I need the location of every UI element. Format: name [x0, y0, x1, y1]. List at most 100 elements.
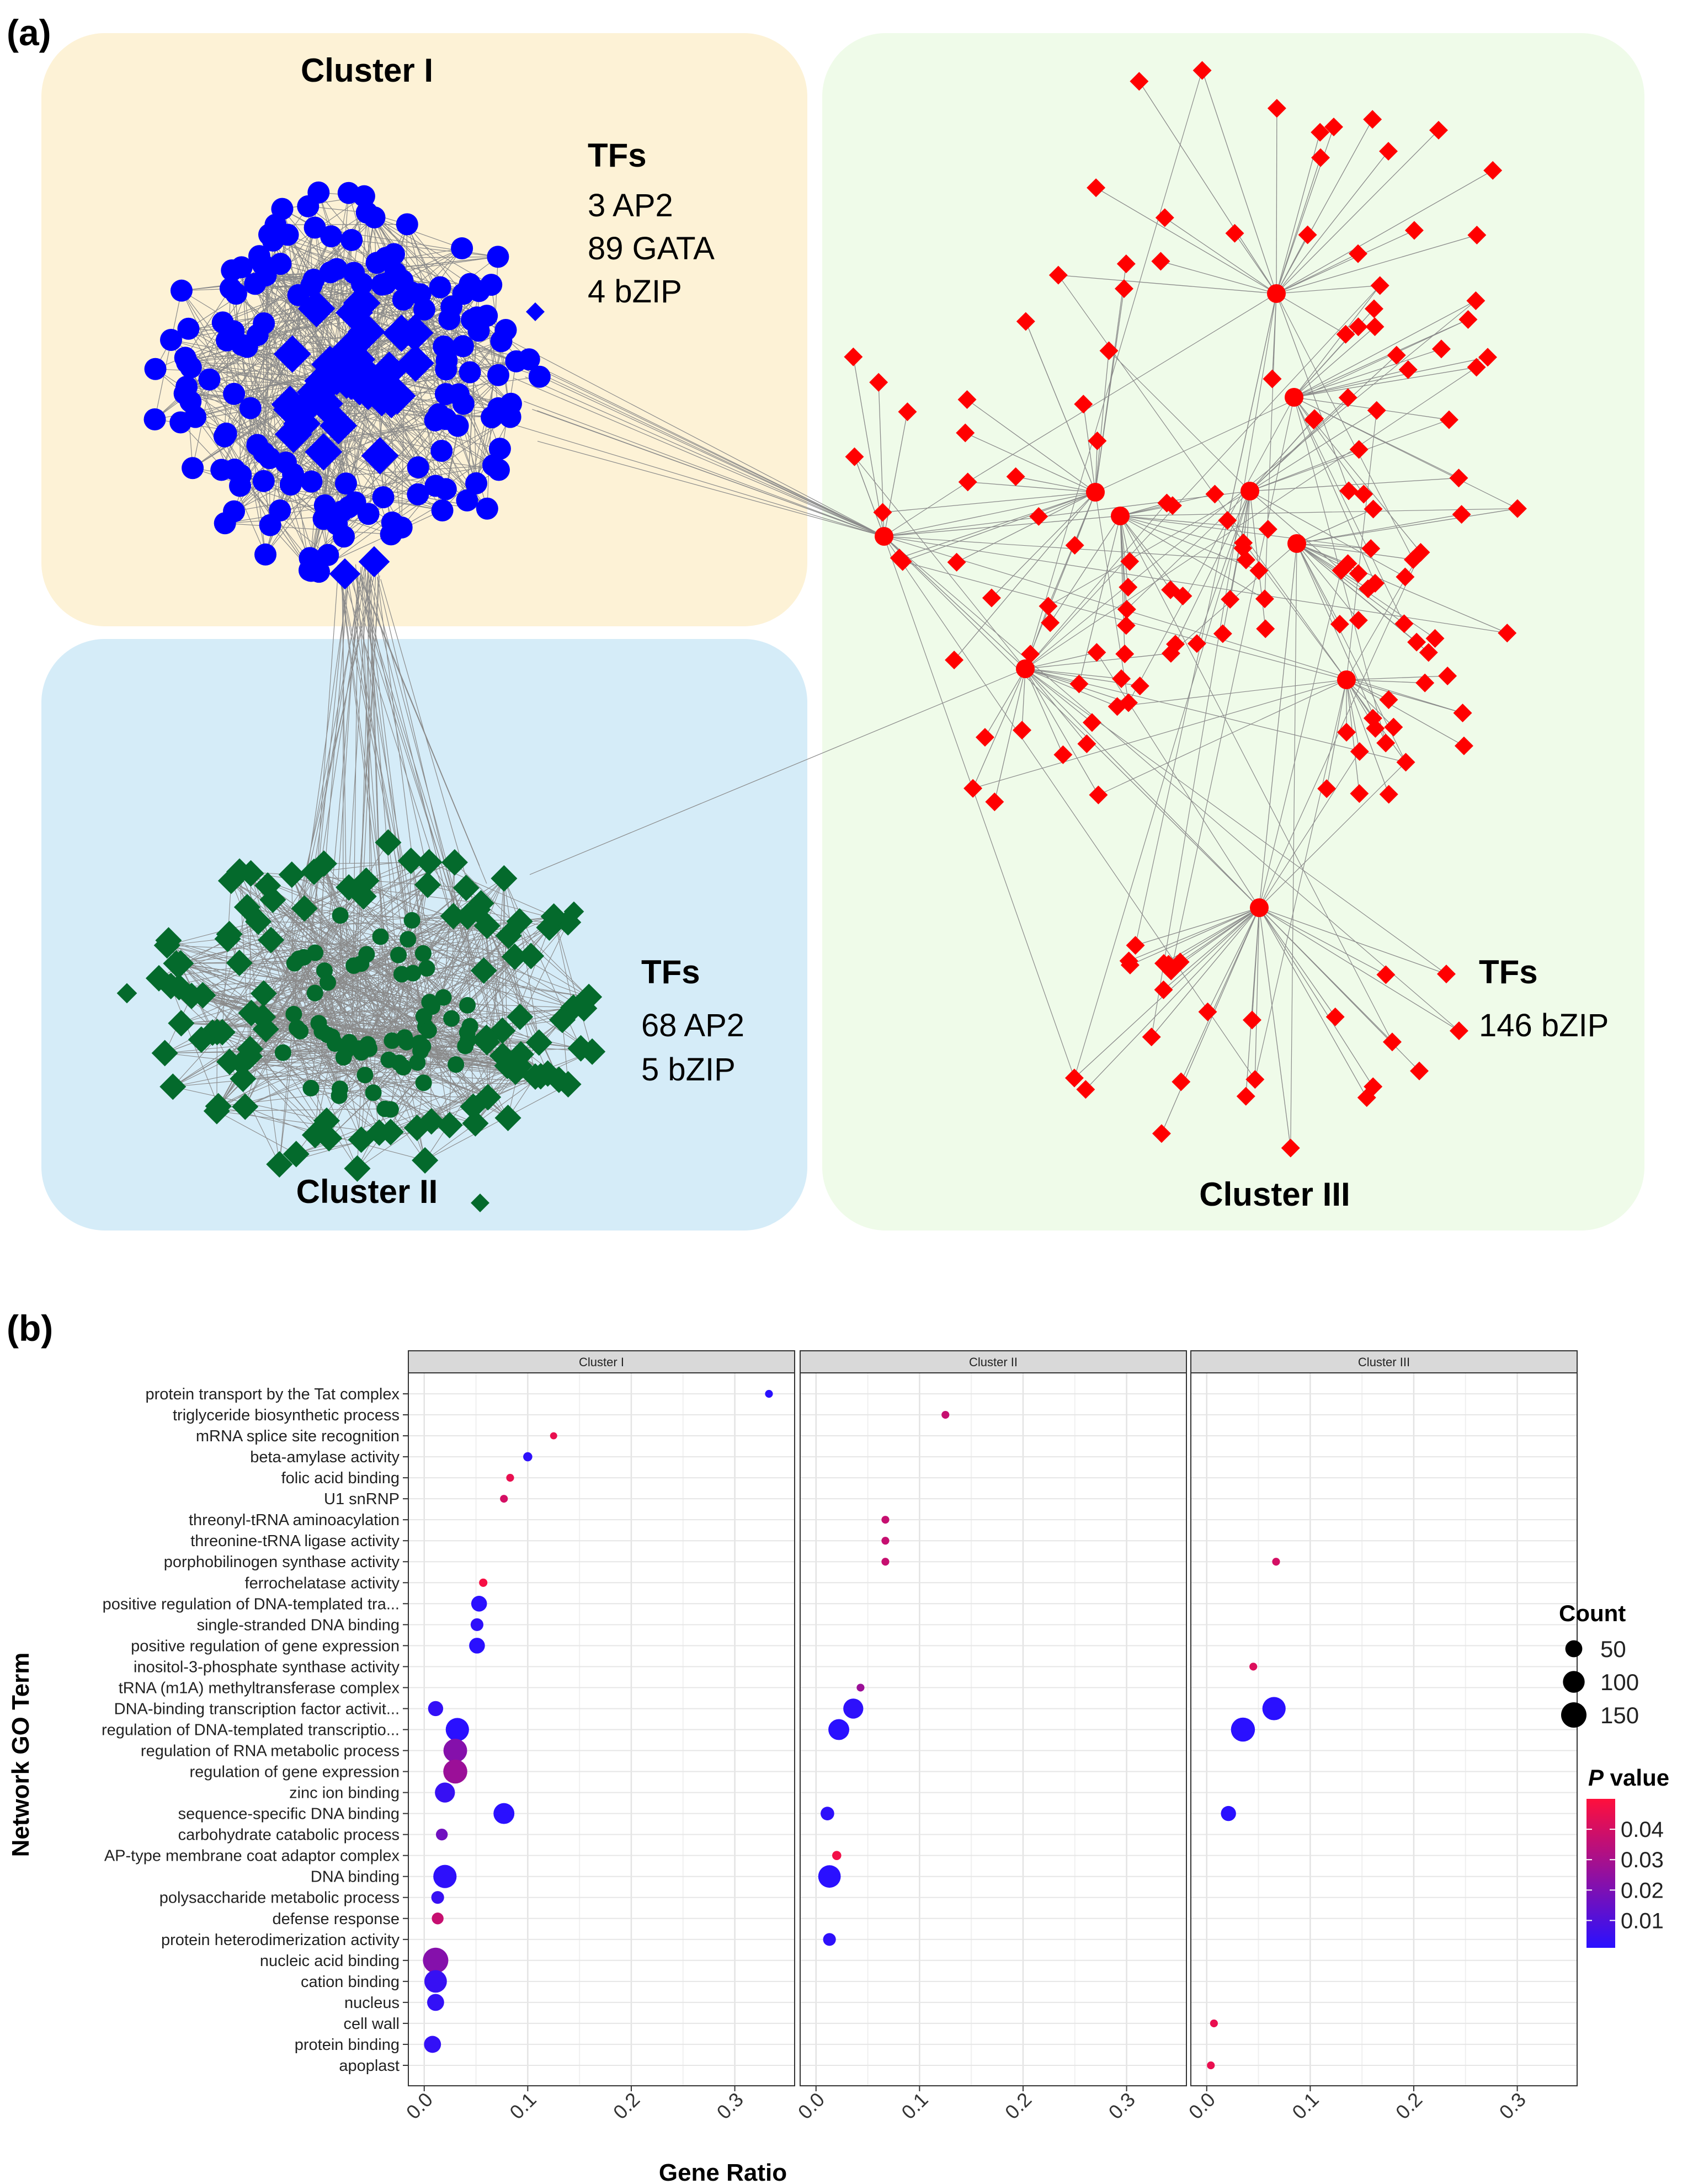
network-edge [1296, 543, 1340, 625]
network-node [459, 997, 476, 1014]
network-edge [212, 907, 248, 1033]
network-node [331, 1087, 348, 1104]
network-edge [1293, 326, 1375, 398]
x-tick-label: 0.2 [609, 2088, 644, 2123]
network-edge [1346, 679, 1463, 713]
network-edge [487, 925, 560, 1080]
network-edge [467, 922, 568, 1040]
network-edge [1201, 70, 1277, 294]
network-node [1039, 596, 1058, 616]
network-node [1350, 784, 1369, 803]
network-node [414, 945, 432, 962]
network-edge [1095, 264, 1127, 493]
network-node [459, 361, 481, 383]
network-node [413, 298, 435, 321]
data-point [1207, 2061, 1215, 2070]
network-node [222, 320, 245, 343]
network-edge [481, 903, 560, 1080]
network-node [1115, 644, 1135, 664]
data-point [1272, 1558, 1280, 1566]
network-edge [518, 365, 885, 537]
network-node [1379, 785, 1398, 804]
panel-a-label: (a) [7, 12, 51, 53]
data-point [1221, 1805, 1236, 1821]
facet-strip-label: Cluster I [579, 1355, 624, 1369]
network-edge [1259, 761, 1406, 908]
network-edge [1021, 668, 1026, 731]
y-tick-label: DNA binding [311, 1868, 400, 1886]
x-tick-label: 0.1 [1287, 2088, 1323, 2123]
network-node [361, 436, 399, 475]
y-tick-label: polysaccharide metabolic process [159, 1889, 400, 1907]
network-node [1119, 578, 1138, 597]
network-node [258, 447, 281, 470]
facet-border [800, 1372, 1187, 2086]
network-edge [1180, 907, 1260, 1082]
network-node [398, 1034, 415, 1051]
network-edge [1151, 293, 1277, 1037]
network-node [1016, 312, 1035, 331]
network-edge [451, 925, 488, 1019]
cluster-1-tf-line: 3 AP2 [588, 188, 673, 223]
network-node [1255, 589, 1274, 609]
network-edge [1326, 679, 1347, 789]
network-edge [1175, 491, 1250, 644]
network-edge [1346, 679, 1360, 752]
network-node [332, 907, 349, 924]
network-edge [467, 1039, 509, 1118]
network-edge [1296, 543, 1359, 621]
network-node [283, 1141, 310, 1168]
network-edge [1249, 491, 1341, 571]
network-node [1256, 619, 1275, 638]
network-node [1021, 644, 1040, 664]
network-node [1498, 624, 1517, 643]
x-tick-label: 0.3 [712, 2088, 748, 2123]
network-edge [1346, 679, 1394, 728]
network-node [253, 312, 275, 335]
network-node [407, 456, 429, 478]
data-point [506, 1474, 514, 1482]
network-edge [1109, 350, 1250, 492]
data-point [818, 1865, 841, 1888]
network-node [310, 1015, 327, 1032]
network-edge [883, 536, 1255, 1080]
network-node [1065, 536, 1084, 555]
network-node [1152, 1124, 1171, 1143]
network-node [343, 284, 381, 322]
network-edge [883, 491, 1250, 537]
network-node [404, 965, 422, 982]
network-node [1187, 634, 1206, 653]
network-edge [487, 878, 504, 1098]
facet-strip [800, 1350, 1187, 1373]
network-edge [1135, 907, 1260, 946]
data-point [523, 1452, 533, 1462]
network-node [289, 1019, 306, 1036]
network-edge [1207, 907, 1260, 1013]
network-node [415, 1074, 432, 1091]
network-edge [1025, 668, 1406, 763]
network-node [271, 198, 294, 220]
network-edge [1249, 397, 1349, 492]
cluster-2-title: Cluster II [296, 1173, 438, 1210]
network-edge [537, 441, 885, 537]
y-tick-label: DNA-binding transcription factor activit… [114, 1700, 400, 1718]
network-node [975, 728, 994, 747]
network-edge [180, 227, 316, 423]
network-node [1082, 713, 1101, 732]
network-edge [1259, 543, 1297, 908]
cluster-2-background [41, 639, 807, 1231]
network-edge [994, 668, 1026, 802]
network-edge [1276, 151, 1389, 294]
network-edge [1249, 418, 1315, 492]
network-node [358, 546, 390, 578]
network-edge [370, 577, 473, 958]
network-edge [984, 668, 1026, 738]
x-tick-label: 0.2 [1391, 2088, 1426, 2123]
network-edge [302, 571, 374, 901]
network-node [1119, 951, 1138, 971]
x-tick-label: 0.0 [402, 2088, 437, 2123]
network-edge [167, 945, 430, 1003]
x-axis-title: Gene Ratio [659, 2159, 787, 2184]
count-legend-dot [1561, 1702, 1586, 1728]
network-node [1198, 1002, 1217, 1021]
